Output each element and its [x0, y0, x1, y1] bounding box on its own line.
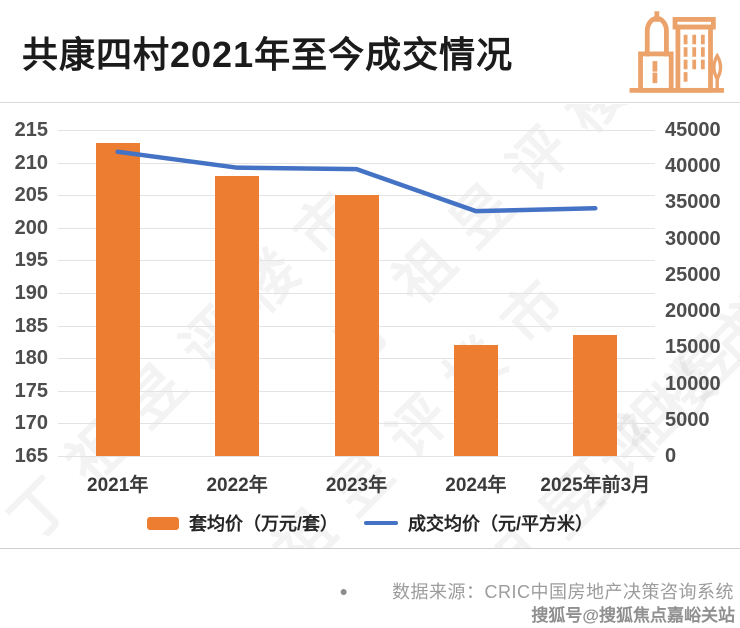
gridline: [58, 130, 655, 131]
bar-2023年: [334, 195, 379, 456]
left-axis-tick: 170: [14, 412, 48, 435]
right-axis-tick: 45000: [665, 119, 721, 141]
bar-2024年: [453, 345, 498, 456]
bar-2025年前3月: [573, 335, 618, 456]
category-label: 2021年: [87, 475, 149, 496]
legend-label: 套均价（万元/套）: [188, 514, 338, 534]
legend-item-bar: 套均价（万元/套）: [146, 510, 338, 536]
left-axis-tick: 215: [14, 119, 48, 141]
gridline: [58, 456, 655, 457]
right-axis-tick: 35000: [665, 191, 721, 214]
sohu-watermark: 搜狐号@搜狐焦点嘉峪关站: [531, 606, 735, 625]
category-label: 2023年: [325, 475, 388, 496]
left-axis-tick: 185: [14, 314, 48, 337]
left-axis-tick: 175: [14, 379, 48, 402]
gridline: [58, 162, 655, 164]
line-swatch: [364, 521, 398, 525]
left-axis-tick: 200: [14, 216, 48, 239]
legend-label: 成交均价（元/平方米）: [408, 514, 593, 534]
right-axis-tick: 5000: [665, 408, 710, 431]
right-axis-tick: 10000: [665, 372, 721, 395]
data-source: ● 数据来源：CRIC中国房地产决策咨询系统: [340, 578, 734, 604]
legend-item-line: 成交均价（元/平方米）: [364, 510, 593, 536]
right-axis-tick: 25000: [665, 263, 721, 286]
category-label: 2022年: [206, 475, 268, 496]
bar-2021年: [95, 143, 140, 456]
right-axis-tick: 40000: [665, 155, 721, 178]
left-axis-tick: 210: [14, 151, 48, 174]
buildings-icon: [629, 11, 724, 93]
page-title: 共康四村2021年至今成交情况: [22, 34, 514, 75]
left-axis-tick: 165: [14, 445, 48, 467]
bar-2022年: [215, 175, 260, 456]
right-axis-tick: 30000: [665, 227, 721, 250]
left-axis-tick: 205: [14, 184, 48, 207]
right-axis-tick: 20000: [665, 300, 721, 323]
footer-divider: [0, 548, 740, 549]
left-axis-tick: 180: [14, 347, 48, 370]
line-series: [115, 149, 598, 214]
bullet-icon: ●: [339, 583, 348, 599]
chart-area: 丁祖昱评楼市丁祖昱评楼市丁祖昱评楼市丁祖昱评楼市丁祖昱评楼市 215210205…: [0, 104, 740, 548]
left-axis-tick: 195: [14, 249, 48, 272]
legend: 套均价（万元/套） 成交均价（元/平方米）: [0, 508, 740, 538]
header: 共康四村2021年至今成交情况: [0, 0, 740, 103]
category-label: 2025年前3月: [540, 475, 651, 496]
right-axis-tick: 0: [665, 445, 677, 467]
category-label: 2024年: [445, 475, 507, 496]
left-axis-tick: 190: [14, 282, 48, 304]
right-axis-tick: 15000: [665, 336, 721, 359]
transaction-price-line: [115, 149, 598, 214]
data-source-text: 数据来源：CRIC中国房地产决策咨询系统: [392, 582, 734, 602]
bar-swatch: [146, 516, 179, 530]
